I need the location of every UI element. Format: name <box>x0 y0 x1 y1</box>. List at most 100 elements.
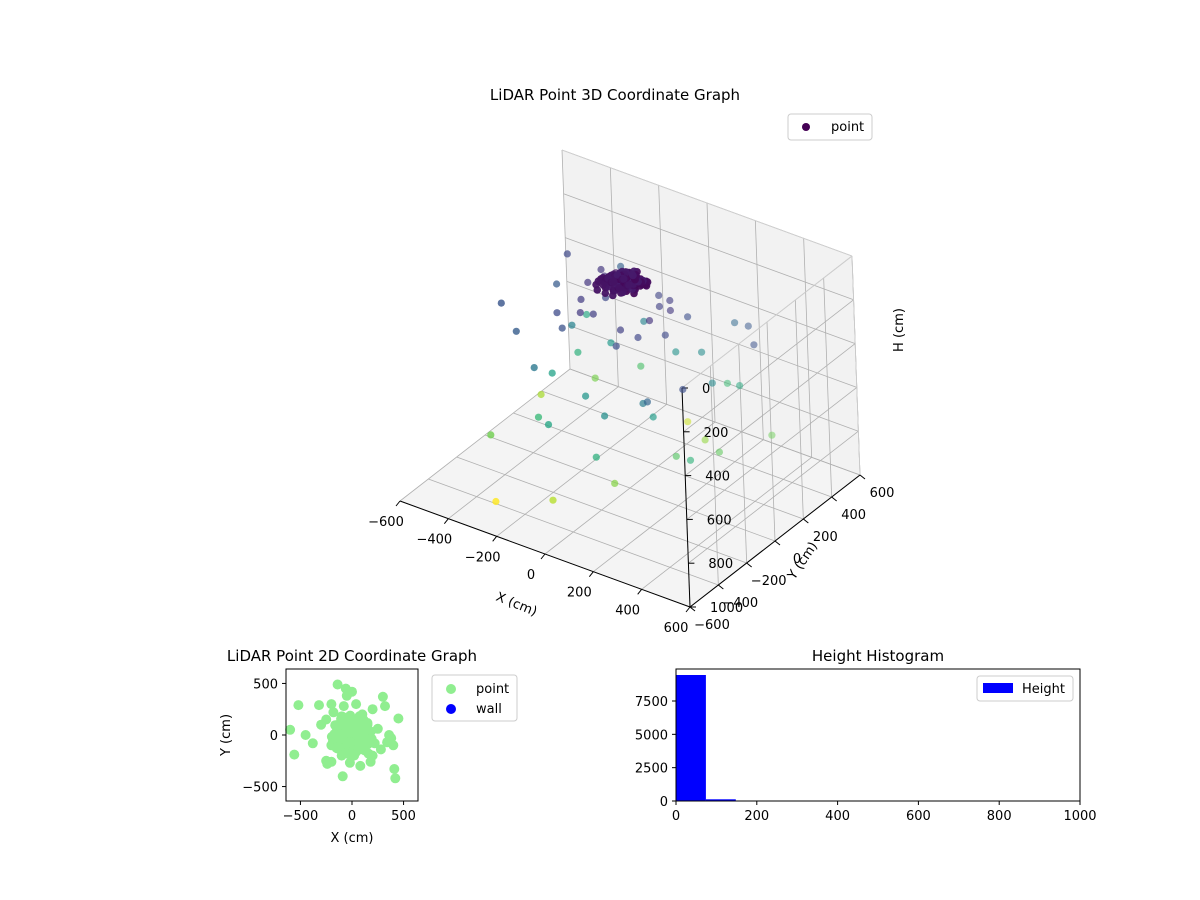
grid-floor-y <box>484 434 776 542</box>
data-point-3d <box>487 431 495 439</box>
data-point-2d <box>326 756 337 767</box>
pane-edge <box>681 255 853 389</box>
y-tick-3d <box>718 584 724 590</box>
legend-2d: point wall <box>431 674 518 722</box>
axis-y-label-2d: Y (cm) <box>219 714 234 757</box>
h-tick-label-3d: 0 <box>702 382 710 397</box>
data-point-3d <box>593 286 602 294</box>
x-tick-3d <box>540 553 546 560</box>
data-point-2d <box>356 740 367 751</box>
grid-floor-y <box>456 456 747 564</box>
x-tick-3d <box>685 606 691 613</box>
legend-histogram-box <box>976 675 1074 702</box>
data-point-3d <box>684 313 692 321</box>
legend-3d-box <box>787 113 873 141</box>
data-point-3d <box>589 310 597 318</box>
grid-wall-h2 <box>683 299 854 433</box>
chart-histogram: Height Histogram 0 200 400 600 800 1000 0 2500 5… <box>635 647 1097 824</box>
x-tick-label-3d: −400 <box>416 533 452 548</box>
data-point-2d <box>341 716 352 727</box>
legend-histogram-label: Height <box>1022 682 1065 697</box>
data-point-3d <box>672 348 680 356</box>
data-point-2d <box>355 760 366 771</box>
data-point-3d <box>574 348 582 356</box>
x-tick-label-3d: −600 <box>368 515 404 530</box>
x-tick-label-2d: 0 <box>348 809 356 824</box>
data-point-3d <box>609 291 617 300</box>
data-point-3d <box>655 302 664 311</box>
data-point-3d <box>497 299 505 307</box>
data-point-2d <box>389 764 400 774</box>
h-tick-label-3d: 200 <box>704 426 729 441</box>
data-point-3d <box>601 289 610 298</box>
data-point-3d <box>666 306 675 315</box>
x-tick-label-hist: 0 <box>672 809 680 824</box>
axis-y-label-3d: Y (cm) <box>785 539 821 583</box>
y-tick-3d <box>831 496 837 502</box>
data-point-3d <box>583 310 591 319</box>
data-point-3d <box>530 364 538 372</box>
data-point-2d <box>314 700 324 711</box>
data-point-3d <box>582 392 590 400</box>
grid-wall-h1 <box>565 237 856 344</box>
grid-wall-x <box>803 238 813 458</box>
data-point-2d <box>367 750 378 761</box>
grid-wall-h1 <box>566 281 857 388</box>
y-tick-label-2d: 0 <box>270 729 278 744</box>
grid-floor-y <box>541 390 832 498</box>
x-tick-label-3d: 200 <box>567 586 592 601</box>
data-point-3d <box>723 379 732 387</box>
data-point-3d <box>597 265 605 274</box>
x-tick-label-hist: 800 <box>987 809 1012 824</box>
data-point-3d <box>686 456 695 464</box>
data-point-2d <box>393 713 404 724</box>
pane-edge <box>851 255 861 476</box>
grid-wall-y <box>738 343 748 564</box>
x-tick-label-3d: 0 <box>527 568 535 583</box>
data-point-2d <box>333 742 343 753</box>
histogram-title: Height Histogram <box>812 647 944 665</box>
data-point-3d <box>715 448 724 456</box>
data-point-3d <box>512 327 520 335</box>
data-point-2d <box>300 730 311 740</box>
legend-3d-marker <box>802 123 810 131</box>
h-tick-label-3d: 800 <box>708 557 733 572</box>
chart-3d-title: LiDAR Point 3D Coordinate Graph <box>490 86 740 104</box>
legend-2d-wall-label: wall <box>476 702 502 717</box>
legend-3d: point <box>787 113 873 141</box>
data-point-2d <box>346 748 357 759</box>
x-tick-label-hist: 400 <box>825 809 850 824</box>
data-point-2d <box>337 771 348 782</box>
data-point-3d <box>592 453 600 461</box>
y-tick-3d <box>689 606 696 612</box>
data-point-2d <box>390 773 401 784</box>
data-point-2d <box>361 725 372 736</box>
legend-histogram-swatch <box>983 683 1013 693</box>
data-point-3d <box>645 317 654 325</box>
data-point-2d <box>338 701 349 712</box>
data-point-3d <box>577 295 585 303</box>
data-point-3d <box>625 281 633 289</box>
grid-wall-h2 <box>688 430 859 564</box>
histogram-bar <box>705 799 736 801</box>
chart-3d: LiDAR Point 3D Coordinate Graph −600 −400… <box>368 86 907 636</box>
data-point-3d <box>601 412 609 420</box>
data-point-3d <box>549 496 557 504</box>
legend-2d-point-marker <box>446 684 456 694</box>
y-tick-3d <box>774 540 781 546</box>
data-point-3d <box>649 413 657 421</box>
x-tick-label-3d: −200 <box>465 550 501 565</box>
data-point-3d <box>534 413 543 421</box>
data-point-3d <box>640 317 648 325</box>
x-tick-3d <box>395 500 401 507</box>
grid-floor-y <box>513 412 804 520</box>
data-point-3d <box>637 362 645 370</box>
pane-edge <box>561 149 853 257</box>
grid-wall-h1 <box>563 193 854 301</box>
data-point-3d <box>553 309 561 317</box>
data-point-3d <box>655 291 663 299</box>
data-point-2d <box>285 724 296 735</box>
data-point-3d <box>666 296 674 305</box>
y-tick-3d <box>803 518 809 524</box>
grid-wall-y <box>823 277 833 498</box>
